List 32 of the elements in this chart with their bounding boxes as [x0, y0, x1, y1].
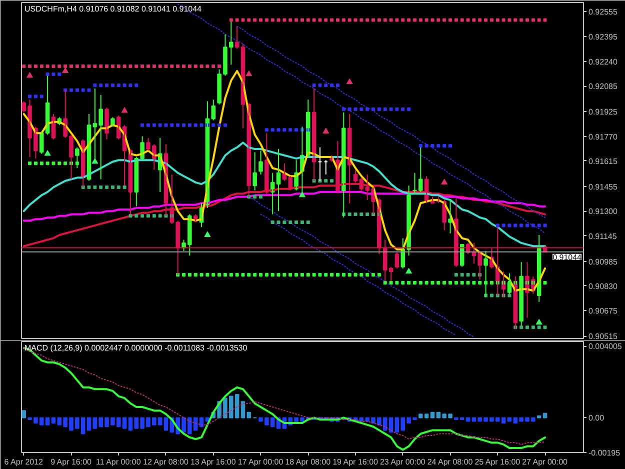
chart-title: MACD (12,26,9) 0.0002447 0.0000000 -0.0011083 -0.0013530	[24, 344, 248, 352]
y-tick-label: 0.92240	[588, 57, 618, 66]
x-tick-label: 27 Apr 00:00	[522, 458, 568, 466]
y-tick-label: -0.00195	[588, 448, 621, 458]
x-tick-label: 23 Apr 00:00	[380, 458, 426, 466]
x-tick-label: 6 Apr 2012	[4, 458, 44, 466]
x-tick-label: 11 Apr 00:00	[96, 458, 142, 466]
y-tick-label: 0.90830	[588, 282, 618, 291]
chart-title: USDCHFm,H4 0.91076 0.91082 0.91041 0.91044	[24, 4, 202, 14]
x-tick-label: 18 Apr 08:00	[285, 458, 332, 466]
x-tick-label: 19 Apr 16:00	[332, 458, 379, 466]
y-tick-label: 0.91615	[588, 156, 618, 166]
y-tick-label: 0.91770	[588, 132, 618, 142]
x-tick-label: 9 Apr 16:00	[50, 458, 92, 466]
y-tick-label: 0.91300	[588, 207, 618, 216]
y-tick-label: 0.90515	[588, 332, 618, 342]
x-tick-label: 17 Apr 00:00	[238, 458, 284, 466]
y-tick-label: 0.90675	[588, 306, 618, 316]
y-tick-label: 0.91145	[588, 232, 618, 241]
x-tick-label: 13 Apr 16:00	[190, 458, 236, 466]
ref-line-label: 0.91044	[552, 252, 582, 262]
y-tick-label: 0.90985	[588, 257, 618, 266]
y-tick-label: 0.91455	[588, 182, 618, 192]
y-tick-label: 0.00	[588, 414, 605, 423]
y-tick-label: 0.92395	[588, 32, 618, 42]
x-tick-label: 12 Apr 08:00	[143, 458, 190, 466]
x-tick-label: 25 Apr 16:00	[474, 458, 521, 466]
y-tick-label: 0.92085	[588, 82, 618, 92]
x-tick-label: 24 Apr 08:00	[427, 458, 474, 466]
y-tick-label: 0.004005	[588, 342, 622, 352]
y-tick-label: 0.92555	[588, 7, 618, 16]
y-tick-label: 0.91925	[588, 108, 618, 117]
